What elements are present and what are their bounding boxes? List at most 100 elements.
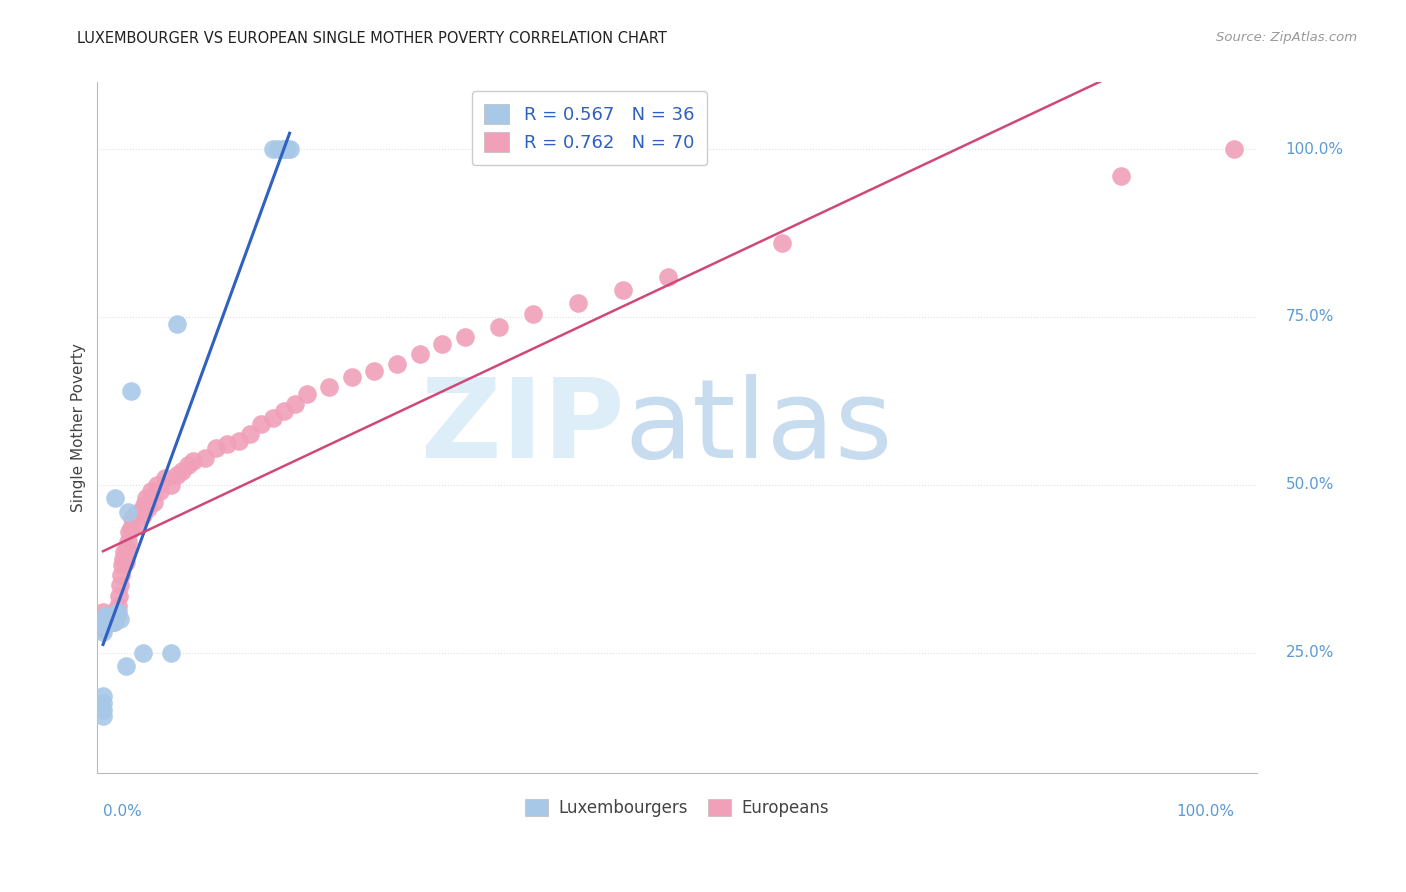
Point	[166, 317, 188, 331]
Point	[114, 555, 136, 569]
Point	[105, 608, 128, 623]
Point	[273, 142, 295, 156]
Point	[128, 505, 150, 519]
Point	[96, 615, 118, 630]
Point	[101, 608, 124, 623]
Point	[94, 608, 117, 623]
Point	[97, 608, 120, 623]
Point	[432, 336, 454, 351]
Point	[107, 599, 129, 613]
Point	[107, 605, 129, 619]
Point	[273, 404, 295, 418]
Point	[103, 615, 125, 630]
Point	[278, 142, 301, 156]
Point	[103, 615, 125, 630]
Point	[155, 471, 177, 485]
Point	[104, 491, 127, 505]
Point	[98, 615, 121, 630]
Point	[91, 622, 114, 636]
Point	[177, 458, 200, 472]
Point	[408, 347, 430, 361]
Point	[340, 370, 363, 384]
Point	[194, 450, 217, 465]
Point	[142, 494, 165, 508]
Point	[131, 508, 153, 522]
Point	[91, 690, 114, 704]
Point	[114, 545, 136, 559]
Point	[94, 615, 117, 630]
Text: ZIP: ZIP	[422, 374, 624, 481]
Point	[91, 615, 114, 630]
Point	[108, 612, 131, 626]
Point	[217, 437, 239, 451]
Point	[96, 612, 118, 626]
Point	[96, 612, 118, 626]
Point	[318, 380, 340, 394]
Point	[93, 612, 115, 626]
Point	[120, 521, 142, 535]
Point	[118, 524, 141, 539]
Point	[139, 484, 162, 499]
Legend: Luxembourgers, Europeans: Luxembourgers, Europeans	[519, 792, 835, 824]
Point	[276, 142, 298, 156]
Point	[96, 615, 118, 630]
Text: 100.0%: 100.0%	[1175, 804, 1234, 819]
Point	[100, 615, 122, 630]
Point	[488, 320, 510, 334]
Point	[108, 578, 131, 592]
Point	[385, 357, 408, 371]
Point	[363, 363, 385, 377]
Text: LUXEMBOURGER VS EUROPEAN SINGLE MOTHER POVERTY CORRELATION CHART: LUXEMBOURGER VS EUROPEAN SINGLE MOTHER P…	[77, 31, 668, 46]
Point	[97, 612, 120, 626]
Point	[103, 612, 125, 626]
Text: 75.0%: 75.0%	[1285, 310, 1334, 325]
Point	[110, 568, 132, 582]
Point	[228, 434, 250, 448]
Point	[146, 477, 169, 491]
Text: Source: ZipAtlas.com: Source: ZipAtlas.com	[1216, 31, 1357, 45]
Point	[160, 646, 183, 660]
Point	[115, 541, 138, 556]
Point	[267, 142, 290, 156]
Point	[96, 608, 118, 623]
Point	[1109, 169, 1132, 183]
Point	[91, 625, 114, 640]
Point	[124, 508, 146, 522]
Point	[166, 467, 188, 482]
Point	[97, 612, 120, 626]
Point	[94, 612, 117, 626]
Text: 0.0%: 0.0%	[103, 804, 142, 819]
Point	[135, 491, 157, 505]
Point	[131, 646, 153, 660]
Point	[273, 142, 295, 156]
Point	[770, 235, 793, 250]
Text: atlas: atlas	[624, 374, 893, 481]
Point	[117, 505, 139, 519]
Point	[98, 608, 121, 623]
Point	[121, 511, 143, 525]
Point	[114, 659, 136, 673]
Point	[1223, 142, 1246, 156]
Point	[250, 417, 273, 432]
Point	[522, 306, 544, 320]
Point	[612, 283, 634, 297]
Point	[148, 484, 170, 499]
Point	[454, 330, 477, 344]
Point	[205, 441, 228, 455]
Point	[91, 618, 114, 632]
Text: 50.0%: 50.0%	[1285, 477, 1334, 492]
Point	[136, 501, 159, 516]
Point	[112, 551, 135, 566]
Point	[101, 612, 124, 626]
Point	[93, 615, 115, 630]
Text: 25.0%: 25.0%	[1285, 645, 1334, 660]
Y-axis label: Single Mother Poverty: Single Mother Poverty	[72, 343, 86, 512]
Point	[284, 397, 307, 411]
Point	[100, 612, 122, 626]
Point	[125, 518, 148, 533]
Point	[91, 696, 114, 710]
Point	[91, 703, 114, 717]
Point	[104, 605, 127, 619]
Point	[132, 498, 155, 512]
Point	[91, 605, 114, 619]
